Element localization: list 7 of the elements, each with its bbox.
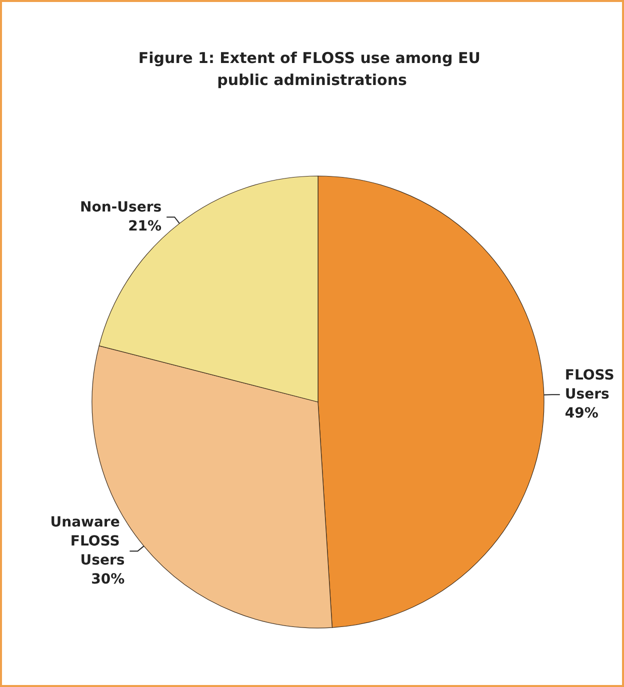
chart-title: Figure 1: Extent of FLOSS use among EU public administrations (138, 49, 486, 89)
slice-label: Unaware FLOSS Users (50, 514, 125, 569)
data-label: 49% (564, 406, 598, 422)
slice-label: Non-Users (80, 200, 162, 216)
slice-label: FLOSS Users (564, 368, 620, 403)
data-label: 21% (128, 218, 162, 235)
data-label: 30% (91, 572, 125, 588)
